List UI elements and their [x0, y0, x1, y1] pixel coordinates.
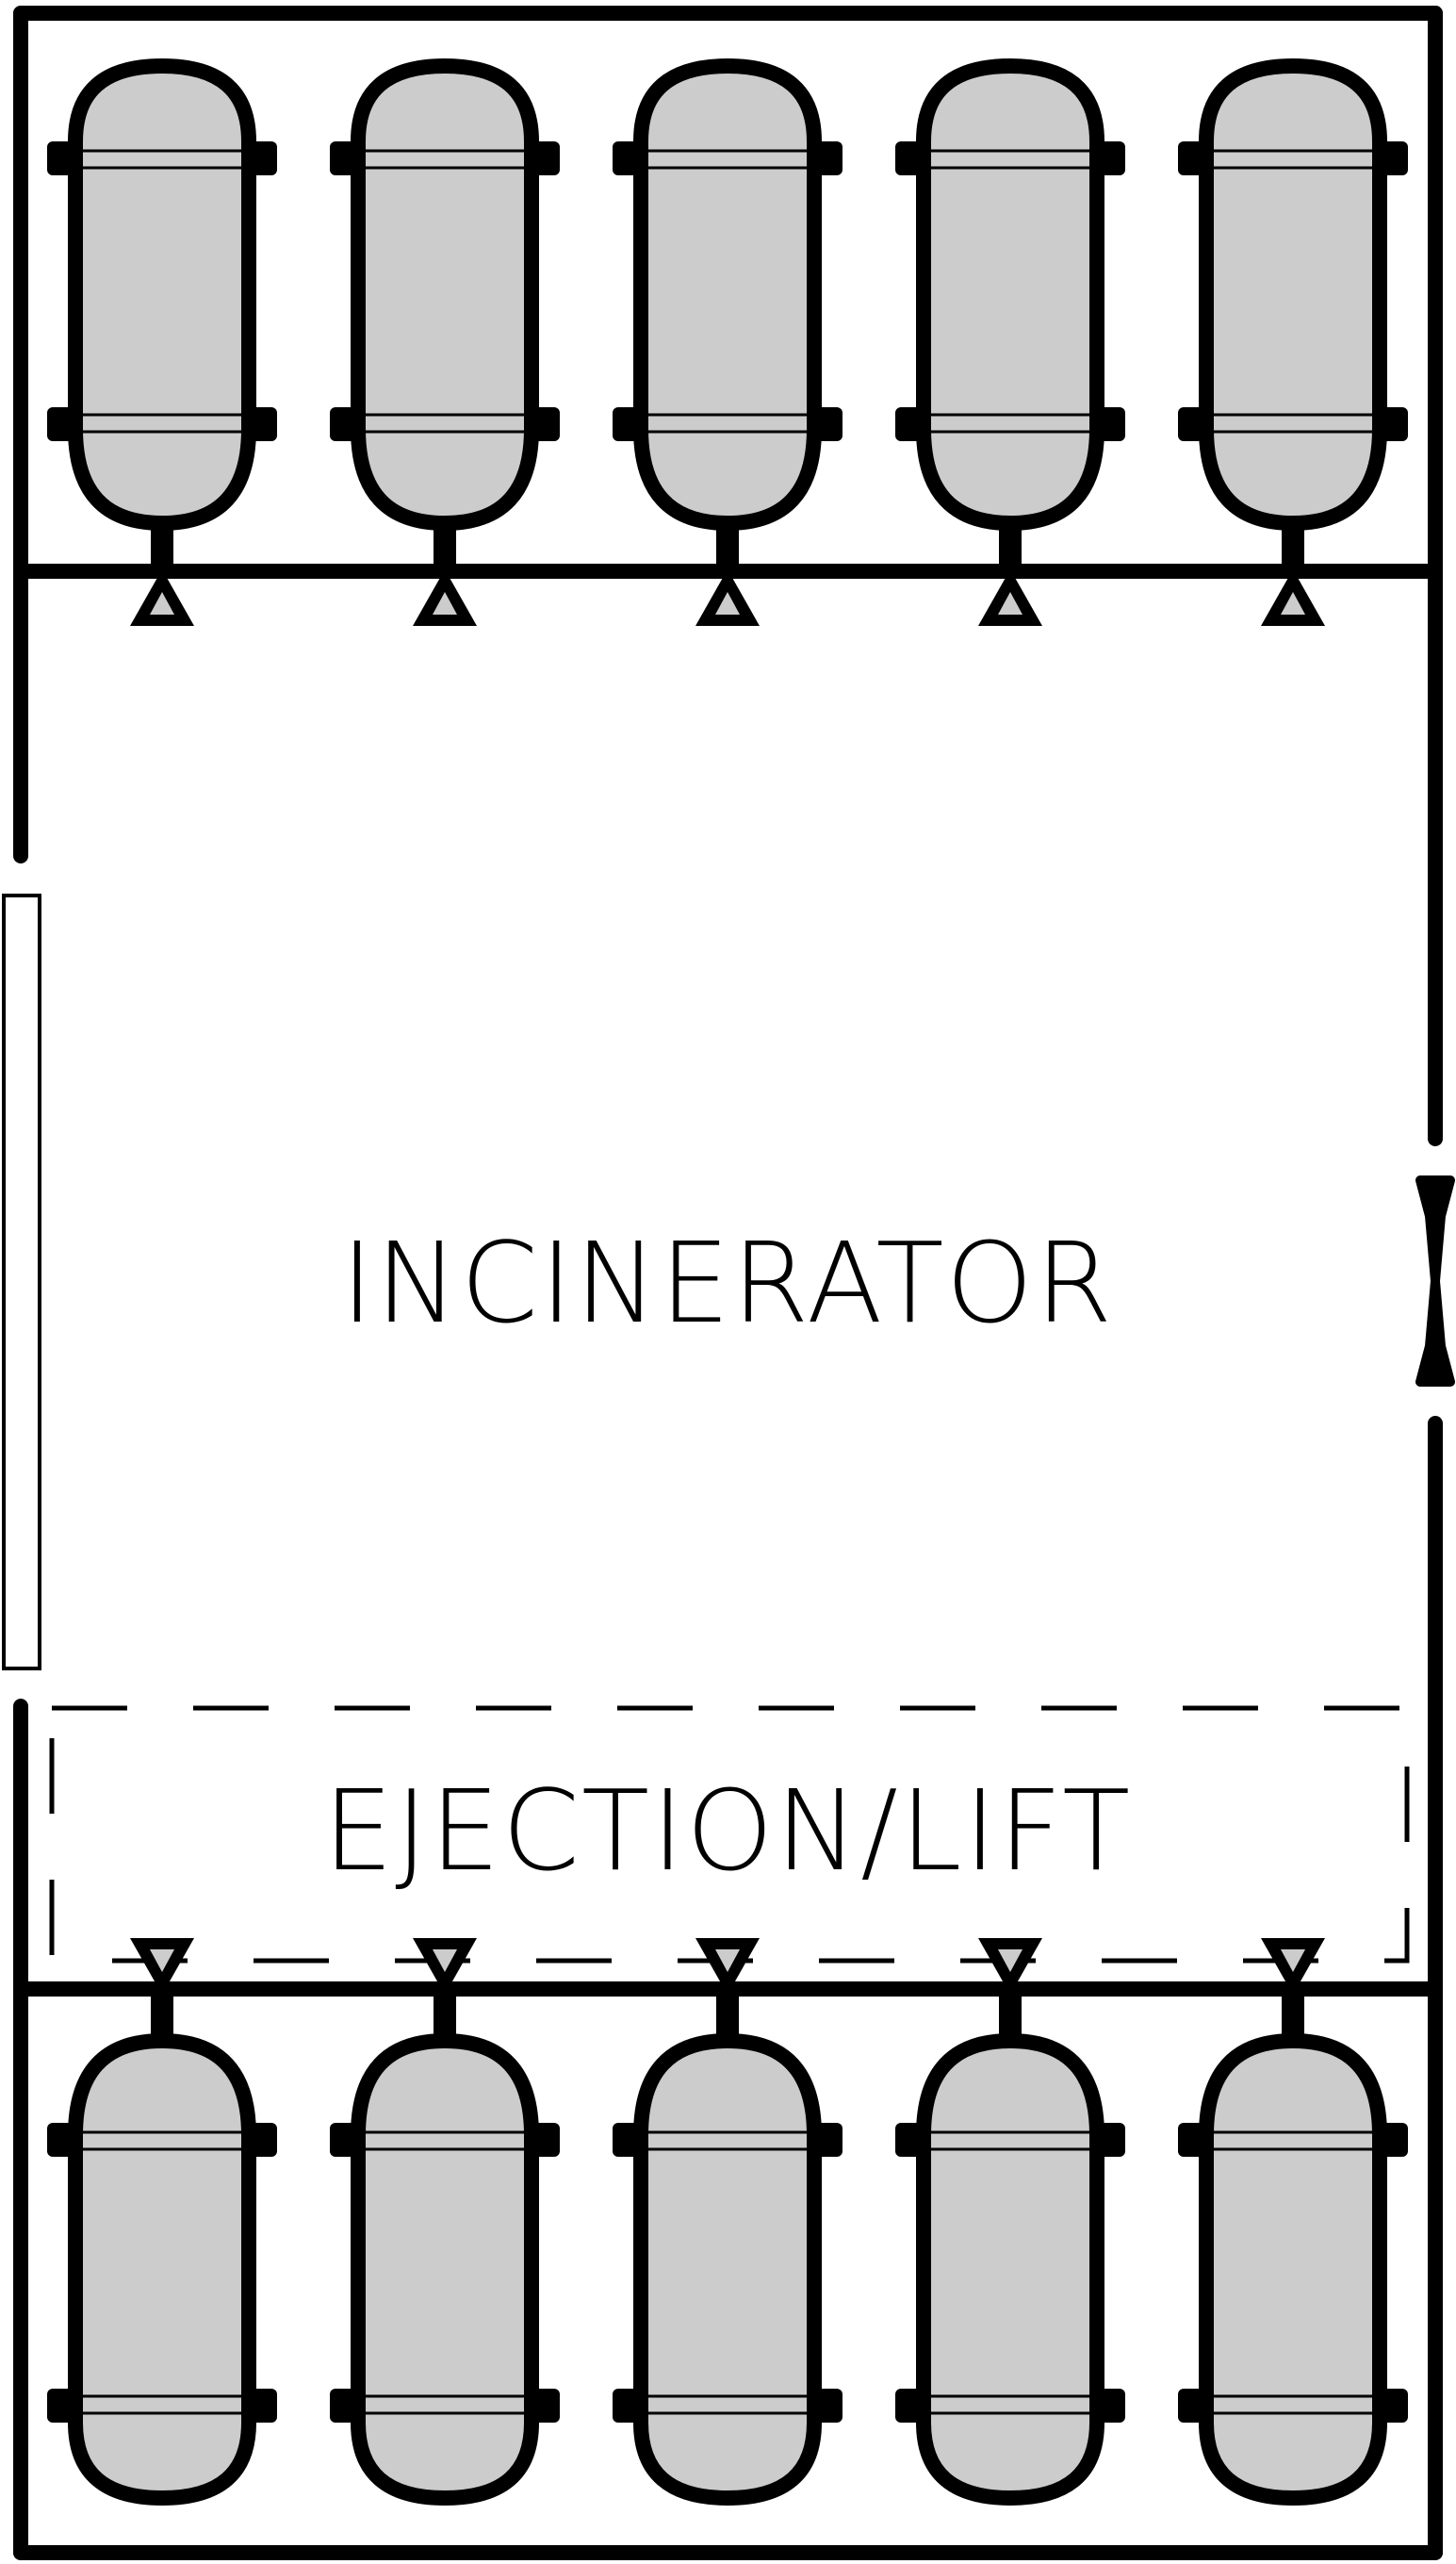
gas-tank-icon: [895, 66, 1125, 626]
gas-tank-icon: [613, 66, 843, 626]
bowtie-door-icon[interactable]: [1415, 1175, 1455, 1387]
gas-tank-icon: [47, 66, 277, 626]
gas-tank-icon: [330, 66, 560, 626]
top-tank-row: [47, 66, 1408, 626]
gas-tank-icon: [47, 1938, 277, 2498]
bottom-tank-row: [47, 1938, 1408, 2498]
gas-tank-icon: [1178, 66, 1408, 626]
gas-tank-icon: [613, 1938, 843, 2498]
gas-tank-icon: [330, 1938, 560, 2498]
gas-tank-icon: [1178, 1938, 1408, 2498]
incinerator-label: INCINERATOR: [341, 1218, 1115, 1348]
gas-tank-icon: [895, 1938, 1125, 2498]
left-door-panel[interactable]: [2, 894, 41, 1670]
ejection-lift-label: EJECTION/LIFT: [323, 1766, 1133, 1896]
